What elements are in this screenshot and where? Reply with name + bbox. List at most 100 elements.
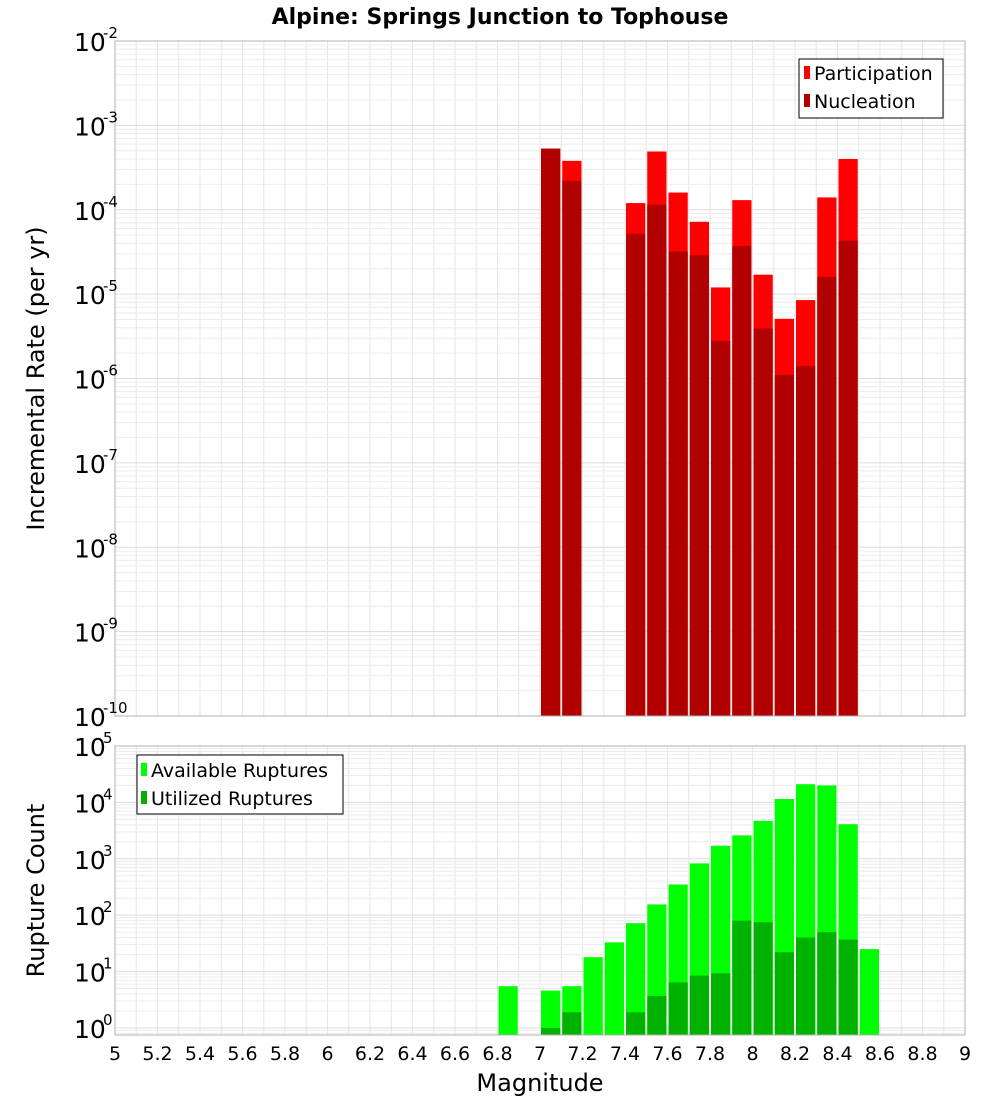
- y-tick-label: 10: [74, 366, 106, 395]
- y-tick-exponent: 2: [103, 898, 113, 916]
- x-tick-label: 8: [746, 1043, 758, 1065]
- y-tick-label: 10: [74, 619, 106, 648]
- y-tick-exponent: -4: [103, 193, 118, 211]
- chart-title: Alpine: Springs Junction to Tophouse: [272, 5, 729, 30]
- y-tick-label: 10: [74, 789, 106, 818]
- bar-available-ruptures: [859, 949, 879, 1035]
- bar-nucleation: [562, 180, 582, 716]
- x-tick-label: 7.2: [567, 1043, 597, 1065]
- x-tick-label: 8.6: [865, 1043, 895, 1065]
- y-tick-exponent: 4: [103, 785, 113, 803]
- bar-utilized-ruptures: [647, 995, 667, 1035]
- y-tick-exponent: -5: [103, 277, 118, 295]
- bar-available-ruptures: [541, 990, 561, 1035]
- x-axis-label: Magnitude: [476, 1069, 603, 1097]
- y-tick-label: 10: [74, 703, 106, 732]
- bar-nucleation: [668, 251, 688, 716]
- y-tick-label: 10: [74, 28, 106, 57]
- legend-label: Nucleation: [814, 91, 916, 113]
- legend-box: [798, 58, 944, 119]
- bar-available-ruptures: [626, 923, 646, 1035]
- x-tick-label: 7.6: [652, 1043, 682, 1065]
- bar-nucleation: [647, 204, 667, 717]
- x-tick-label: 5.2: [142, 1043, 172, 1065]
- bar-nucleation: [753, 328, 773, 716]
- x-tick-label: 7.4: [610, 1043, 640, 1065]
- bar-utilized-ruptures: [774, 952, 794, 1035]
- bar-nucleation: [732, 246, 752, 716]
- bar-nucleation: [817, 276, 837, 716]
- x-tick-label: 6: [321, 1043, 333, 1065]
- bar-nucleation: [689, 255, 709, 716]
- bar-available-ruptures: [604, 942, 624, 1035]
- x-tick-label: 8.8: [907, 1043, 937, 1065]
- bar-nucleation: [711, 340, 731, 716]
- bar-nucleation: [838, 240, 858, 717]
- bar-nucleation: [541, 148, 561, 716]
- bar-available-ruptures: [498, 986, 518, 1035]
- x-tick-label: 6.8: [482, 1043, 512, 1065]
- x-tick-label: 5.4: [185, 1043, 215, 1065]
- plot-frame: [114, 40, 966, 717]
- legend: Participation Nucleation: [798, 58, 944, 119]
- bar-nucleation: [626, 233, 646, 716]
- bar-utilized-ruptures: [838, 939, 858, 1035]
- y-tick-exponent: -6: [103, 362, 118, 380]
- panel-incremental-rate: 10-1010-910-810-710-610-510-410-310-2Inc…: [22, 5, 966, 732]
- x-tick-label: 5: [109, 1043, 121, 1065]
- x-tick-label: 5.8: [270, 1043, 300, 1065]
- legend: Available Ruptures Utilized Ruptures: [136, 754, 344, 815]
- x-tick-label: 8.2: [780, 1043, 810, 1065]
- y-tick-exponent: -3: [103, 108, 118, 126]
- x-tick-label: 7.8: [695, 1043, 725, 1065]
- y-tick-label: 10: [74, 1015, 106, 1044]
- bar-utilized-ruptures: [668, 982, 688, 1035]
- legend-swatch: [804, 66, 810, 79]
- y-axis-label: Incremental Rate (per yr): [22, 226, 50, 530]
- y-axis-label: Rupture Count: [22, 804, 50, 978]
- x-tick-label: 6.2: [355, 1043, 385, 1065]
- y-tick-exponent: -7: [103, 446, 118, 464]
- y-tick-exponent: 5: [103, 729, 113, 747]
- legend-label: Available Ruptures: [151, 760, 328, 782]
- y-tick-label: 10: [74, 112, 106, 141]
- x-tick-label: 9: [959, 1043, 971, 1065]
- bar-utilized-ruptures: [732, 920, 752, 1035]
- y-tick-exponent: -2: [103, 24, 118, 42]
- x-tick-label: 6.6: [440, 1043, 470, 1065]
- y-tick-exponent: 1: [103, 955, 113, 973]
- y-tick-label: 10: [74, 281, 106, 310]
- bar-utilized-ruptures: [817, 932, 837, 1035]
- bar-utilized-ruptures: [541, 1027, 561, 1035]
- x-tick-label: 5.6: [227, 1043, 257, 1065]
- y-tick-label: 10: [74, 450, 106, 479]
- bar-utilized-ruptures: [562, 1012, 582, 1035]
- y-tick-exponent: -9: [103, 615, 118, 633]
- y-tick-label: 10: [74, 902, 106, 931]
- bar-utilized-ruptures: [689, 975, 709, 1035]
- bar-nucleation: [796, 366, 816, 716]
- bar-utilized-ruptures: [711, 973, 731, 1035]
- bar-available-ruptures: [583, 957, 603, 1035]
- y-tick-exponent: 3: [103, 842, 113, 860]
- bar-utilized-ruptures: [796, 937, 816, 1035]
- bar-nucleation: [774, 375, 794, 716]
- y-tick-exponent: 0: [103, 1011, 113, 1029]
- legend-box: [136, 754, 344, 815]
- x-tick-label: 8.4: [822, 1043, 852, 1065]
- bar-utilized-ruptures: [753, 922, 773, 1035]
- y-tick-label: 10: [74, 846, 106, 875]
- legend-swatch: [804, 94, 810, 107]
- legend-swatch: [141, 763, 147, 776]
- bar-utilized-ruptures: [626, 1012, 646, 1035]
- y-tick-label: 10: [74, 197, 106, 226]
- y-tick-label: 10: [74, 733, 106, 762]
- legend-label: Participation: [814, 63, 933, 85]
- x-tick-label: 6.4: [397, 1043, 427, 1065]
- plot-frame: [114, 745, 966, 1036]
- y-tick-exponent: -10: [103, 699, 128, 717]
- x-tick-label: 7: [534, 1043, 546, 1065]
- y-tick-label: 10: [74, 534, 106, 563]
